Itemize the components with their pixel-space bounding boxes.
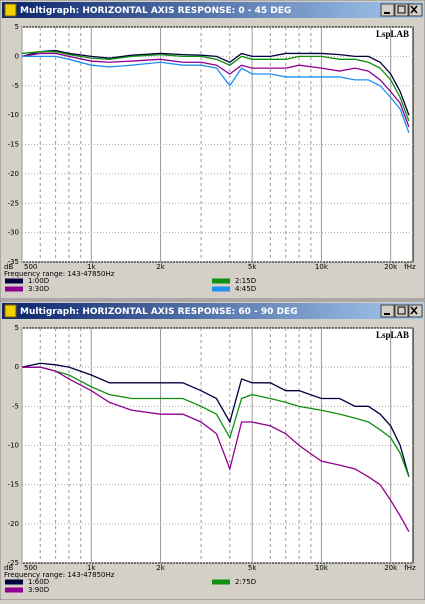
x-tick-label: 20k	[384, 564, 398, 572]
window-title: Multigraph: HORIZONTAL AXIS RESPONSE: 0 …	[20, 6, 291, 16]
x-axis-label: fHz	[404, 263, 416, 271]
y-tick-label: -25	[8, 199, 19, 207]
icon	[397, 5, 406, 14]
x-tick-label: 1k	[87, 564, 96, 572]
annotation: Frequency range: 143-47850Hz	[4, 270, 115, 278]
legend-swatch	[212, 286, 230, 292]
series-line	[21, 362, 410, 478]
y-axis-label: dB	[4, 564, 13, 572]
legend-label: 2:75D	[235, 578, 256, 586]
y-tick-label: -35	[8, 258, 19, 266]
close-button[interactable]	[408, 3, 423, 17]
y-tick-label: -5	[12, 82, 19, 90]
icon	[410, 306, 418, 315]
x-tick-label: 5k	[248, 564, 257, 572]
legend-swatch	[5, 587, 23, 593]
legend-label: 4:45D	[235, 285, 256, 293]
legend-swatch	[5, 286, 23, 292]
minimize-button[interactable]	[380, 3, 395, 17]
close-button[interactable]	[408, 304, 423, 318]
window-title: Multigraph: HORIZONTAL AXIS RESPONSE: 60…	[20, 307, 298, 317]
legend-label: 1:00D	[28, 277, 49, 285]
y-tick-label: -20	[8, 520, 19, 528]
y-tick-label: -15	[8, 481, 19, 489]
title-bar	[2, 2, 423, 18]
y-tick-label: 5	[15, 23, 19, 31]
series-line	[21, 51, 410, 122]
y-tick-label: 0	[15, 363, 19, 371]
legend-label: 2:15D	[235, 277, 256, 285]
icon	[410, 5, 418, 14]
x-tick-label: 500	[24, 564, 37, 572]
app-icon	[4, 3, 17, 17]
series-line	[22, 55, 410, 133]
annotation: Frequency range: 143-47850Hz	[4, 571, 115, 579]
y-tick-label: -15	[8, 141, 19, 149]
y-tick-label: -25	[8, 559, 19, 567]
x-axis-label: fHz	[404, 564, 416, 572]
y-axis-label: dB	[4, 263, 13, 271]
legend-swatch	[5, 579, 23, 585]
x-tick-label: 5k	[248, 263, 257, 271]
y-tick-label: -20	[8, 170, 19, 178]
app-icon	[4, 304, 17, 318]
legend-label: 3:90D	[28, 586, 49, 594]
legend-label: 3:30D	[28, 285, 49, 293]
x-tick-label: 10k	[315, 263, 329, 271]
minimize-button[interactable]	[380, 304, 395, 318]
watermark: LspLAB	[376, 330, 409, 340]
x-tick-label: 1k	[87, 263, 96, 271]
x-tick-label: 2k	[156, 263, 165, 271]
y-tick-label: 0	[15, 52, 19, 60]
x-tick-label: 10k	[315, 564, 329, 572]
legend-label: 1:60D	[28, 578, 49, 586]
legend-swatch	[212, 579, 230, 585]
series-line	[21, 49, 410, 116]
watermark: LspLAB	[376, 29, 409, 39]
y-tick-label: 5	[15, 324, 19, 332]
x-tick-label: 500	[24, 263, 37, 271]
icon	[397, 306, 406, 315]
title-bar	[2, 303, 423, 319]
x-tick-label: 20k	[384, 263, 398, 271]
legend-swatch	[5, 278, 23, 284]
y-tick-label: -30	[8, 229, 19, 237]
y-tick-label: -5	[12, 402, 19, 410]
legend-swatch	[212, 278, 230, 284]
series-line	[21, 52, 410, 128]
series-line	[22, 366, 410, 478]
x-tick-label: 2k	[156, 564, 165, 572]
series-line	[22, 366, 410, 532]
y-tick-label: -10	[8, 442, 19, 450]
y-tick-label: -10	[8, 111, 19, 119]
